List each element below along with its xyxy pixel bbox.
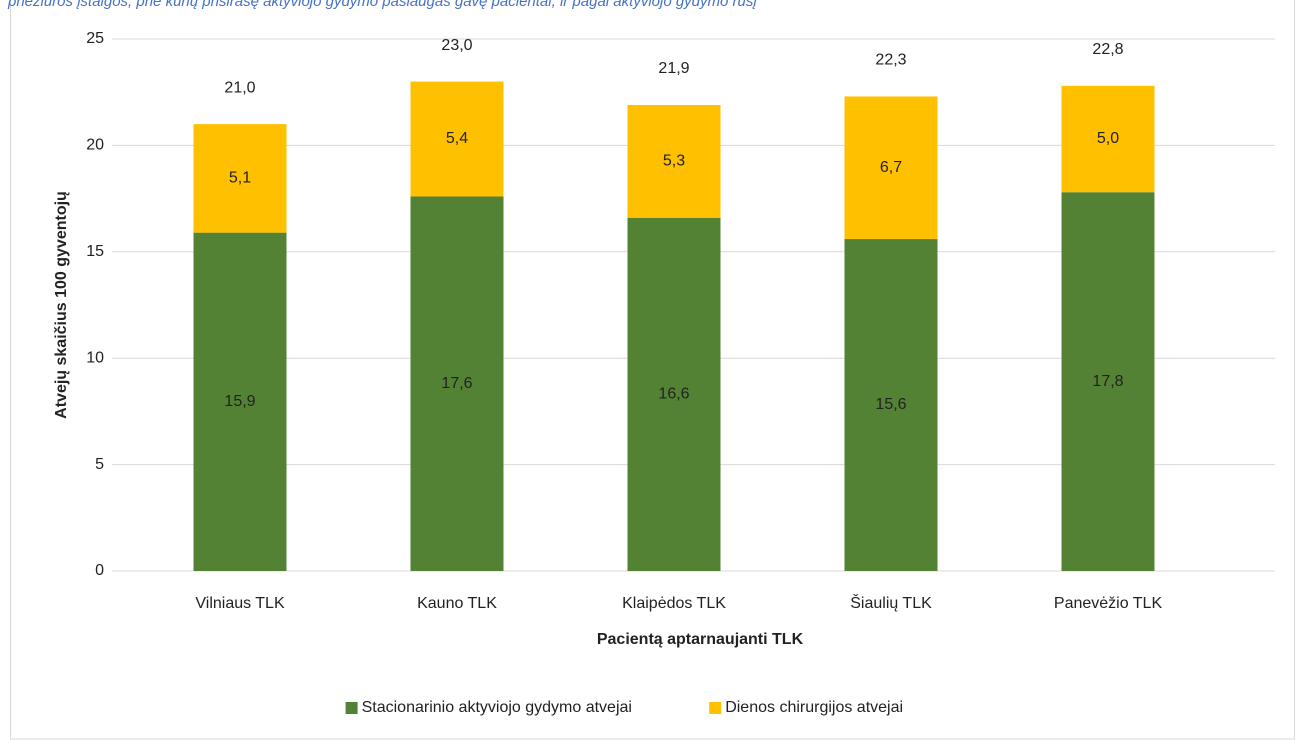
data-label: 5,0: [1097, 130, 1119, 147]
bar-segment: [844, 239, 938, 572]
y-tick-label: 0: [95, 562, 104, 579]
bar-segment: [193, 124, 287, 233]
bar-segment: [627, 104, 721, 218]
bar-segment: [627, 217, 721, 571]
bar-segment: [410, 81, 504, 197]
total-label: 22,8: [1092, 41, 1123, 58]
x-tick-label: Panevėžio TLK: [1054, 595, 1163, 612]
total-label: 23,0: [441, 37, 472, 54]
y-axis-title: Atvejų skaičius 100 gyventojų: [53, 191, 70, 419]
bar-segment: [410, 196, 504, 572]
data-label: 15,9: [224, 393, 255, 410]
data-label: 17,6: [441, 375, 472, 392]
x-tick-label: Kauno TLK: [417, 595, 497, 612]
bar-segment: [193, 232, 287, 571]
data-label: 15,6: [875, 396, 906, 413]
x-tick-label: Klaipėdos TLK: [622, 595, 726, 612]
data-label: 17,8: [1092, 373, 1123, 390]
chart-title: priežiūros įstaigos, prie kurių prisiraš…: [7, 0, 757, 10]
x-tick-label: Vilniaus TLK: [195, 595, 285, 612]
data-label: 5,1: [229, 170, 251, 187]
bar-segment: [1061, 192, 1155, 571]
x-axis-title: Pacientą aptarnaujanti TLK: [597, 631, 804, 648]
y-tick-label: 25: [86, 30, 104, 47]
y-tick-label: 10: [86, 349, 104, 366]
total-label: 21,9: [658, 60, 689, 77]
y-tick-label: 20: [86, 137, 104, 154]
bar-segment: [1061, 85, 1155, 193]
data-label: 16,6: [658, 386, 689, 403]
legend-swatch: [345, 702, 358, 714]
y-tick-label: 5: [95, 456, 104, 473]
data-label: 6,7: [880, 159, 902, 176]
data-label: 5,3: [663, 153, 685, 170]
legend-label: Stacionarinio aktyviojo gydymo atvejai: [362, 699, 632, 716]
legend-swatch: [709, 702, 722, 714]
bar-segment: [844, 96, 938, 240]
y-tick-label: 15: [86, 243, 104, 260]
legend-label: Dienos chirurgijos atvejai: [725, 699, 903, 716]
data-label: 5,4: [446, 130, 468, 147]
x-tick-label: Šiaulių TLK: [850, 593, 932, 612]
total-label: 22,3: [875, 52, 906, 69]
total-label: 21,0: [224, 79, 255, 96]
